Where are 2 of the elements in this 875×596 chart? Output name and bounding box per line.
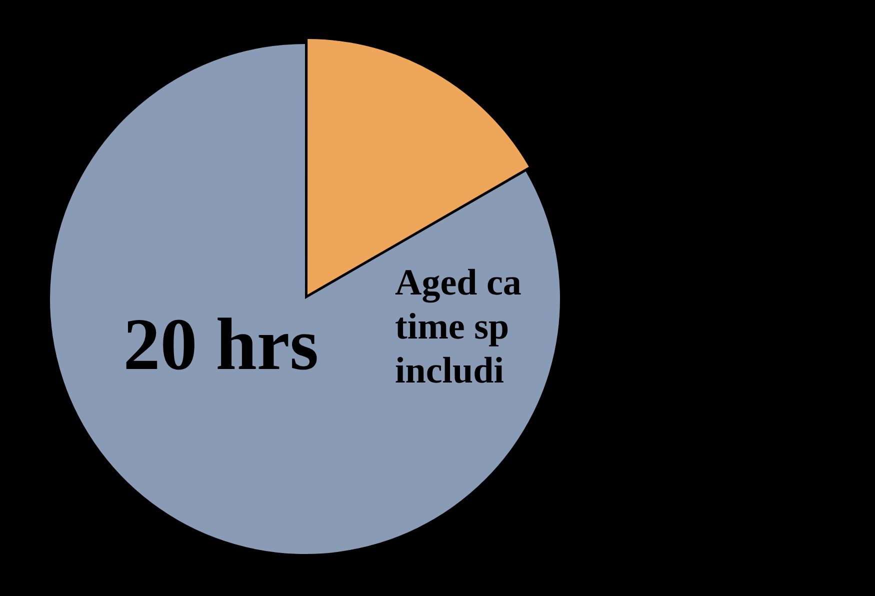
text: Aged ca time sp includi (395, 262, 522, 392)
data-label: 20 hrs (123, 304, 319, 386)
